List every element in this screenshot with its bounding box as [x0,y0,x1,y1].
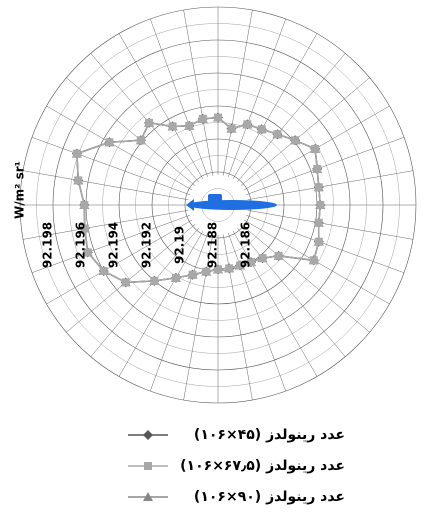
spoke [237,53,346,183]
spoke [183,234,214,401]
marker [99,267,108,275]
marker [314,237,323,246]
marker [83,248,92,257]
marker [188,270,197,279]
marker [105,138,114,147]
spoke [66,224,196,333]
spoke [46,105,193,191]
marker [214,113,222,122]
spoke [150,233,208,392]
marker [314,183,323,192]
marker [80,201,89,209]
submarine-icon [186,194,277,211]
marker [236,261,245,270]
marker [136,136,145,145]
marker [74,176,83,185]
marker [150,276,159,285]
r-tick-label: 92.196 [74,222,88,268]
r-tick-label: 92.198 [41,222,55,268]
spoke [46,219,193,305]
marker [72,149,81,158]
spoke [240,77,370,186]
marker [314,218,323,227]
marker [273,130,282,139]
marker [225,264,234,273]
spoke [22,170,189,201]
spoke [31,137,190,195]
spoke [118,33,204,180]
marker [258,254,267,263]
spoke [240,224,370,333]
legend-label: عدد رینولدز (۴۵×۱۰۶) [194,427,345,443]
spoke [247,209,414,240]
marker [80,224,89,233]
spoke [228,233,286,392]
r-tick-label: 92.194 [107,222,121,268]
marker [316,201,325,209]
marker [257,125,266,134]
spoke [246,137,405,195]
marker [202,267,211,276]
marker [145,118,154,127]
spoke [66,77,196,186]
legend-marker [143,492,153,501]
marker [274,251,283,260]
legend-label: عدد رینولدز (۶۷٫۵×۱۰۶) [180,458,345,474]
r-tick-label: 92.186 [239,222,253,268]
spoke [232,33,318,180]
spoke [90,227,199,357]
legend-marker [143,430,153,440]
marker [243,120,252,129]
spoke [90,53,199,183]
axis-label: W/m² sr¹ [13,161,27,219]
marker [247,258,255,267]
marker [309,256,318,265]
polar-grid [19,6,417,404]
r-tick-label: 92.19 [173,226,187,264]
legend-label: عدد رینولدز (۹۰×۱۰۶) [194,489,345,505]
marker [185,121,194,130]
marker [214,265,222,274]
spoke [118,230,204,377]
r-tick-label: 92.188 [206,222,220,268]
spoke [150,18,208,177]
marker [313,164,322,173]
marker [121,278,130,287]
marker [171,273,180,282]
legend-marker [144,462,152,470]
marker [311,144,320,153]
marker [198,114,207,123]
spoke [22,209,189,240]
spoke [228,18,286,177]
spoke [222,9,253,176]
spoke [247,170,414,201]
spoke [246,215,405,273]
marker [291,136,300,145]
spoke [31,215,190,273]
r-tick-label: 92.192 [140,222,154,268]
marker [168,122,177,131]
plot [71,112,326,288]
spoke [232,230,318,377]
spoke [237,227,346,357]
spoke [183,9,214,176]
spoke [222,234,253,401]
marker [227,124,236,133]
